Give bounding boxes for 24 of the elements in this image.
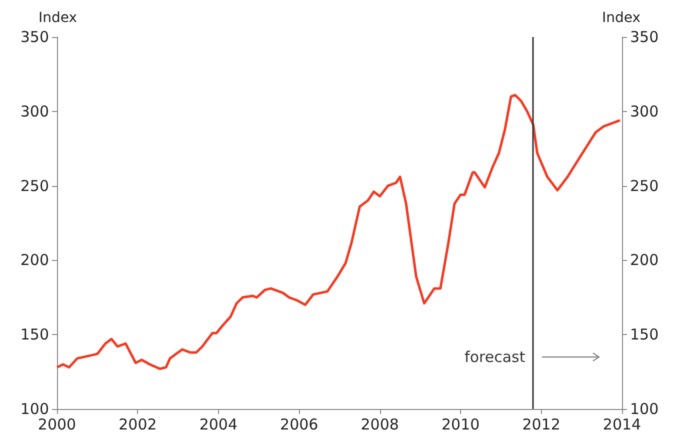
line-series	[56, 94, 622, 370]
x-tick-label: 2000	[38, 416, 76, 434]
x-tick-label: 2014	[602, 416, 642, 434]
y2-tick-label: 250	[630, 176, 659, 195]
y-tick-label: 250	[20, 176, 49, 195]
x-tick-label: 2008	[360, 416, 399, 434]
y-axis-title: Index	[38, 10, 77, 26]
y-tick-label: 200	[20, 251, 49, 270]
y2-axis-title: Index	[602, 10, 641, 26]
x-tick-label: 2006	[280, 416, 318, 434]
y2-tick-label: 300	[630, 102, 659, 120]
y-tick-label: 300	[20, 102, 49, 120]
y2-tick-label: 150	[630, 326, 659, 344]
x-tick-label: 2012	[522, 416, 560, 434]
x-tick-label: 2002	[118, 416, 157, 434]
y2-tick-label: 350	[630, 28, 659, 46]
x-tick-label: 2004	[199, 416, 238, 434]
y-tick-label: 350	[20, 28, 49, 46]
y2-tick-label: 100	[630, 400, 659, 418]
y-tick-label: 100	[20, 400, 49, 418]
x-tick-label: 2010	[441, 416, 480, 434]
y2-tick-label: 200	[630, 251, 659, 270]
ref-line-label: forecast	[464, 348, 526, 366]
y-tick-label: 150	[20, 326, 49, 344]
